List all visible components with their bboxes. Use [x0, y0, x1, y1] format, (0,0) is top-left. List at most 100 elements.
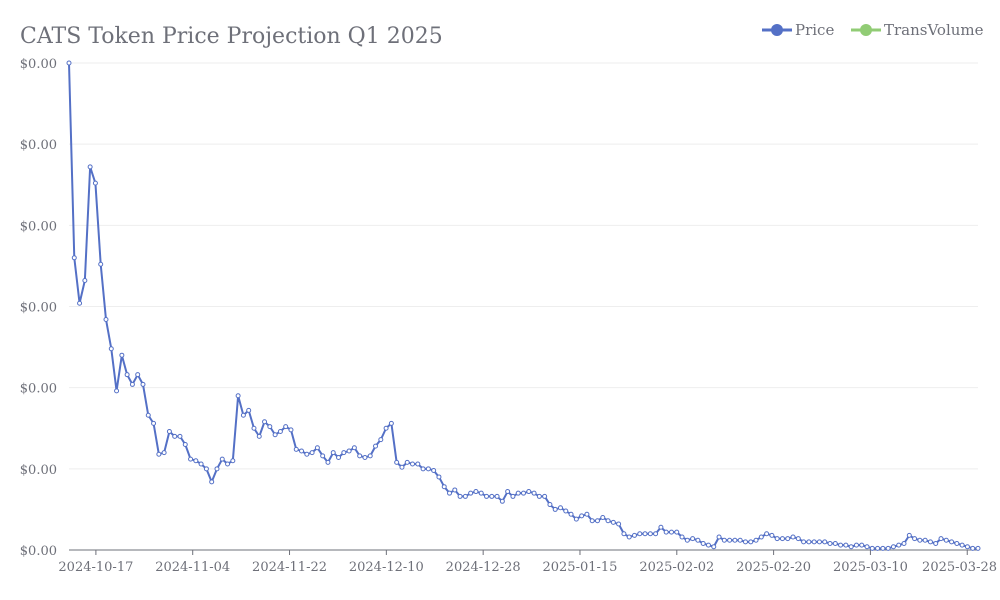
price-point[interactable] [954, 541, 960, 547]
price-point[interactable] [119, 352, 125, 358]
price-point[interactable] [838, 542, 844, 548]
legend-item-transvolume[interactable]: TransVolume [851, 21, 984, 39]
price-point[interactable] [563, 508, 569, 514]
price-point[interactable] [114, 388, 120, 394]
price-point[interactable] [631, 532, 637, 538]
price-point[interactable] [156, 451, 162, 457]
legend[interactable]: Price TransVolume [762, 21, 984, 39]
price-point[interactable] [288, 427, 294, 433]
price-point[interactable] [727, 537, 733, 543]
price-point[interactable] [790, 534, 796, 540]
price-point[interactable] [764, 531, 770, 537]
price-point[interactable] [145, 412, 151, 418]
price-point[interactable] [547, 502, 553, 508]
price-point[interactable] [351, 445, 357, 451]
price-point[interactable] [552, 506, 558, 512]
price-point[interactable] [87, 164, 93, 170]
price-point[interactable] [949, 539, 955, 545]
price-point[interactable] [959, 542, 965, 548]
price-point[interactable] [92, 180, 98, 186]
price-point[interactable] [938, 536, 944, 542]
price-point[interactable] [589, 518, 595, 524]
legend-item-price[interactable]: Price [762, 21, 834, 39]
price-point[interactable] [462, 493, 468, 499]
price-point[interactable] [822, 539, 828, 545]
price-point[interactable] [970, 545, 976, 551]
price-point[interactable] [912, 536, 918, 542]
price-point[interactable] [684, 537, 690, 543]
price-point[interactable] [367, 453, 373, 459]
price-point[interactable] [801, 539, 807, 545]
price-point[interactable] [489, 493, 495, 499]
price-point[interactable] [737, 537, 743, 543]
price-point[interactable] [203, 466, 209, 472]
price-point[interactable] [674, 529, 680, 535]
price-point[interactable] [383, 425, 389, 431]
price-point[interactable] [943, 537, 949, 543]
price-point[interactable] [616, 521, 622, 527]
price-point[interactable] [848, 544, 854, 550]
price-point[interactable] [399, 464, 405, 470]
price-point[interactable] [875, 545, 881, 551]
price-point[interactable] [679, 534, 685, 540]
price-point[interactable] [832, 541, 838, 547]
price-point[interactable] [188, 456, 194, 462]
price-point[interactable] [277, 429, 283, 434]
price-point[interactable] [705, 542, 711, 548]
price-point[interactable] [209, 479, 215, 485]
price-point[interactable] [758, 534, 764, 540]
price-point[interactable] [272, 432, 278, 438]
price-point[interactable] [151, 420, 157, 426]
price-point[interactable] [557, 505, 563, 511]
price-point[interactable] [129, 381, 135, 387]
price-point[interactable] [283, 424, 289, 430]
price-point[interactable] [573, 516, 579, 522]
price-point[interactable] [452, 487, 458, 493]
price-point[interactable] [811, 539, 817, 545]
price-point[interactable] [161, 450, 167, 456]
price-point[interactable] [885, 545, 891, 551]
price-point[interactable] [357, 453, 363, 459]
price-point[interactable] [890, 544, 896, 550]
price-point[interactable] [484, 493, 490, 499]
price-point[interactable] [77, 300, 83, 306]
price-point[interactable] [695, 537, 701, 543]
price-point[interactable] [267, 424, 273, 430]
price-point[interactable] [621, 531, 627, 537]
price-point[interactable] [330, 450, 336, 456]
price-point[interactable] [251, 425, 257, 431]
price-point[interactable] [521, 490, 526, 496]
price-point[interactable] [325, 459, 331, 465]
price-point[interactable] [605, 518, 611, 524]
price-point[interactable] [256, 433, 262, 439]
price-point[interactable] [373, 443, 379, 449]
price-point[interactable] [246, 407, 252, 413]
price-point[interactable] [542, 493, 548, 499]
price-point[interactable] [901, 541, 907, 547]
price-point[interactable] [663, 529, 669, 535]
price-point[interactable] [425, 466, 431, 472]
price-point[interactable] [262, 419, 268, 425]
price-point[interactable] [124, 372, 130, 378]
price-point[interactable] [510, 493, 516, 499]
price-point[interactable] [320, 453, 326, 459]
price-point[interactable] [420, 466, 426, 472]
price-point[interactable] [314, 445, 320, 451]
price-point[interactable] [388, 420, 394, 426]
price-point[interactable] [309, 450, 315, 456]
price-point[interactable] [410, 461, 416, 467]
price-point[interactable] [378, 437, 384, 443]
price-point[interactable] [415, 461, 421, 467]
price-point[interactable] [594, 518, 600, 524]
price-point[interactable] [748, 539, 754, 545]
price-point[interactable] [610, 519, 616, 525]
price-point[interactable] [66, 60, 72, 66]
price-point[interactable] [515, 490, 521, 496]
price-point[interactable] [431, 467, 437, 473]
price-point[interactable] [293, 446, 299, 452]
price-point[interactable] [172, 433, 178, 439]
price-point[interactable] [716, 534, 722, 540]
price-point[interactable] [933, 541, 939, 547]
price-point[interactable] [769, 532, 775, 538]
price-point[interactable] [964, 544, 970, 550]
